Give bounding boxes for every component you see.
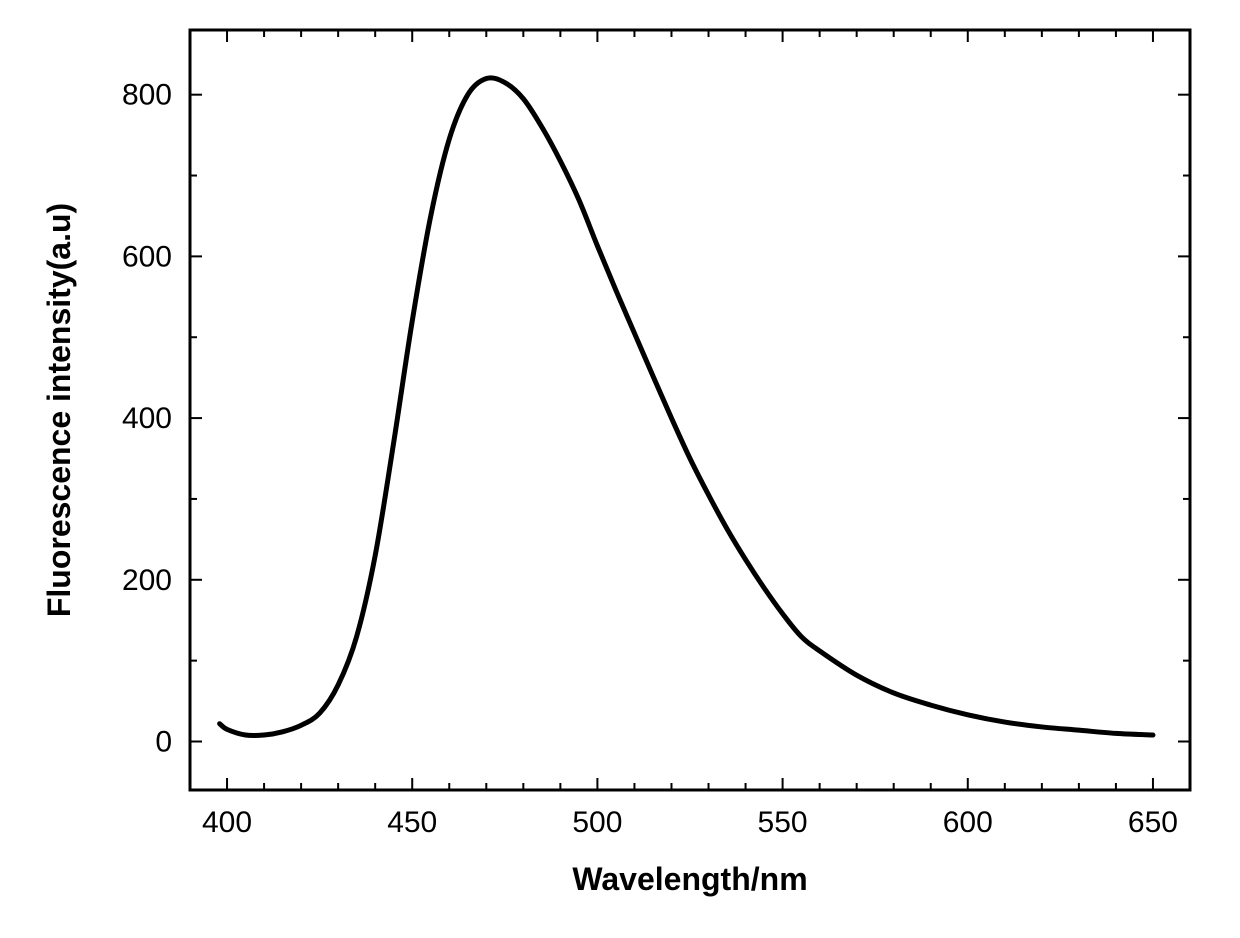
x-tick-label: 650 <box>1128 806 1178 839</box>
y-tick-label: 400 <box>122 402 172 435</box>
y-tick-label: 600 <box>122 240 172 273</box>
x-axis-label: Wavelength/nm <box>572 861 807 897</box>
y-axis-label: Fluorescence intensity(a.u) <box>41 203 77 617</box>
chart-svg: 400 450 500 550 600 650 0 200 400 600 800 Wavelengt… <box>0 0 1240 938</box>
x-tick-label: 600 <box>943 806 993 839</box>
x-tick-label: 450 <box>387 806 437 839</box>
y-tick-label: 800 <box>122 79 172 112</box>
x-tick-label: 500 <box>572 806 622 839</box>
x-tick-label: 550 <box>758 806 808 839</box>
y-tick-label: 200 <box>122 564 172 597</box>
x-tick-label: 400 <box>202 806 252 839</box>
y-tick-label: 0 <box>155 725 172 758</box>
fluorescence-chart: 400 450 500 550 600 650 0 200 400 600 800 Wavelengt… <box>0 0 1240 938</box>
